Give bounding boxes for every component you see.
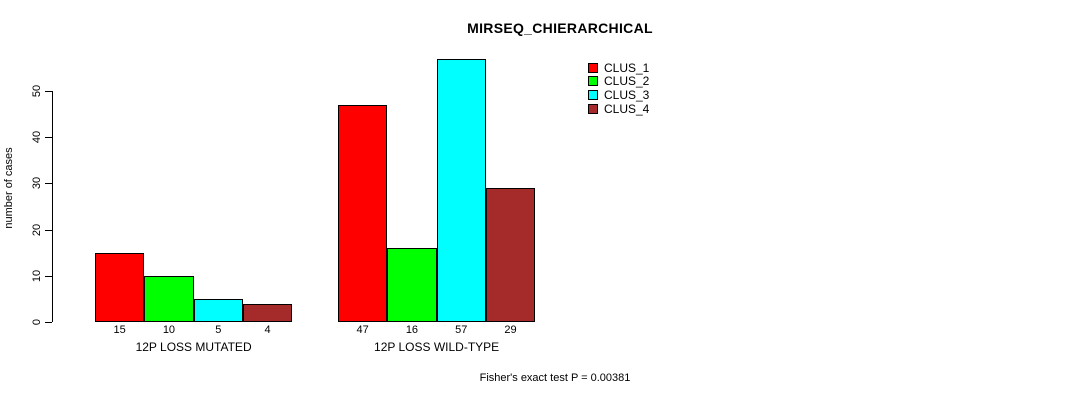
legend-item: CLUS_3 bbox=[588, 88, 649, 102]
y-axis-line bbox=[52, 91, 53, 322]
legend-item: CLUS_2 bbox=[588, 75, 649, 89]
y-tick bbox=[45, 183, 52, 185]
legend: CLUS_1 CLUS_2 CLUS_3 CLUS_4 bbox=[588, 61, 649, 115]
legend-item-label: CLUS_2 bbox=[604, 74, 650, 89]
y-tick bbox=[45, 322, 52, 323]
bar-value-label: 29 bbox=[504, 324, 517, 336]
bar-clus_3-group2 bbox=[436, 58, 486, 322]
legend-item-label: CLUS_1 bbox=[604, 60, 650, 75]
bar-value-label: 10 bbox=[162, 324, 176, 336]
legend-swatch-clus_4 bbox=[588, 103, 598, 114]
annotation-text: Fisher's exact test P = 0.00381 bbox=[479, 372, 631, 384]
bar-clus_4-group1 bbox=[242, 303, 293, 322]
y-tick-label: 20 bbox=[31, 223, 43, 236]
bar-value-label: 16 bbox=[405, 324, 419, 336]
legend-item-label: CLUS_4 bbox=[604, 101, 650, 116]
y-tick bbox=[45, 91, 52, 92]
legend-item: CLUS_4 bbox=[588, 102, 649, 116]
y-tick-label: 40 bbox=[31, 131, 43, 144]
legend-item: CLUS_1 bbox=[588, 61, 649, 75]
bar-clus_2-group2 bbox=[387, 248, 437, 322]
y-tick-label: 0 bbox=[31, 318, 43, 326]
bar-value-label: 47 bbox=[356, 324, 369, 336]
bar-clus_3-group1 bbox=[193, 298, 243, 322]
legend-swatch-clus_2 bbox=[588, 76, 598, 87]
y-tick-label: 30 bbox=[31, 177, 43, 190]
bar-value-label: 4 bbox=[264, 324, 271, 336]
legend-swatch-clus_3 bbox=[588, 89, 598, 100]
bar-clus_1-group1 bbox=[95, 252, 145, 322]
y-tick bbox=[45, 137, 52, 139]
group-label: 12P LOSS WILD-TYPE bbox=[374, 340, 500, 354]
bar-clus_4-group2 bbox=[485, 188, 536, 322]
legend-item-label: CLUS_3 bbox=[604, 87, 650, 102]
bar-value-label: 5 bbox=[215, 324, 222, 336]
bar-value-label: 57 bbox=[455, 324, 468, 336]
y-tick bbox=[45, 275, 52, 277]
chart-title: MIRSEQ_CHIERARCHICAL bbox=[467, 20, 653, 36]
bar-clus_2-group1 bbox=[144, 275, 194, 322]
bar-value-label: 15 bbox=[113, 324, 126, 336]
y-tick-label: 10 bbox=[31, 269, 43, 282]
legend-swatch-clus_1 bbox=[588, 62, 598, 73]
y-tick-label: 50 bbox=[31, 84, 43, 98]
y-tick bbox=[45, 229, 52, 231]
bar-clus_1-group2 bbox=[338, 104, 388, 322]
group-label: 12P LOSS MUTATED bbox=[135, 340, 252, 354]
